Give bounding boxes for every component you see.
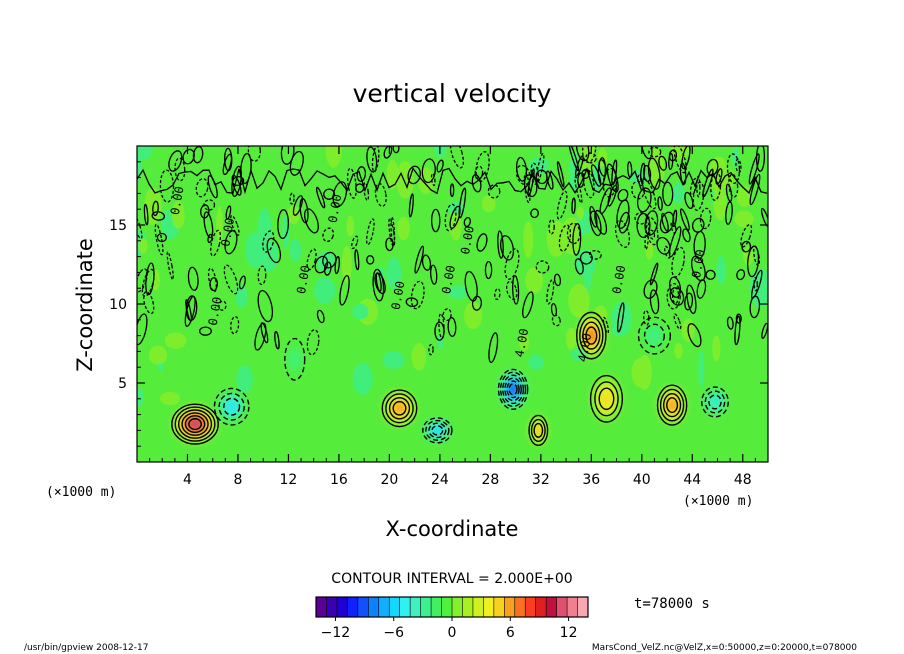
x-tick-label: 4 [183,472,192,488]
x-tick-label: 24 [431,472,449,488]
footer-left: /usr/bin/gpview 2008-12-17 [24,643,148,653]
contour-cell-1 [171,403,219,445]
velocity-cell-4 [423,418,452,443]
x-tick-label: 48 [734,472,752,488]
colorbar-swatch [357,597,369,617]
contour-label: 0.00 [326,193,345,224]
contour-label: 0.00 [439,264,458,295]
contour-label: 4.00 [575,332,594,363]
velocity-cell-9 [658,386,686,425]
colorbar-tick-label: 0 [448,625,457,641]
colorbar-swatch [483,597,495,617]
y-tick-label: 10 [109,297,127,313]
chart-title: vertical velocity [353,79,552,108]
colorbar-swatch [514,597,526,617]
velocity-cell-2 [215,389,249,425]
contour-cell-6 [528,414,549,447]
colorbar-tick-label: 12 [560,625,578,641]
y-tick-label: 15 [109,218,127,234]
colorbar-swatch [410,597,422,617]
contour-label: 0.00 [689,248,708,279]
contour-labels: 0.000.000.000.000.000.000.000.000.000.00… [168,185,708,363]
colorbar-swatch [347,597,359,617]
contour-cell-2 [213,387,250,426]
colorbar-swatch [326,597,338,617]
x-tick-label: 12 [280,472,298,488]
contour-label: 0.00 [168,185,187,216]
y-tick-label: 5 [118,376,127,392]
x-tick-label: 16 [330,472,348,488]
noise-boundary [137,167,768,195]
colorbar-swatch [462,597,474,617]
footer-right: MarsCond_VelZ.nc@VelZ,x=0:50000,z=0:2000… [592,643,857,653]
contour-label: 0.00 [218,217,237,248]
colorbar-swatch [567,597,579,617]
colorbar-swatch [577,597,589,617]
colorbar-swatch [546,597,558,617]
noise-fill [137,146,768,407]
colorbar-tick-label: −12 [321,625,351,641]
x-axis-ticks: 4 8 12 16 20 24 28 32 36 40 44 48 [149,146,756,488]
colorbar-swatch [336,597,348,617]
colorbar-swatch [368,597,380,617]
colorbar-swatch [504,597,516,617]
contour-cell-4 [422,417,453,444]
x-tick-label: 20 [380,472,398,488]
x-unit-label-left: (×1000 m) [46,485,116,500]
x-tick-label: 36 [582,472,600,488]
velocity-cell-12 [285,339,305,380]
contour-label: 4.00 [512,327,531,358]
velocity-cell-11 [639,318,670,353]
colorbar-tick-label: 6 [506,625,515,641]
contour-label: 0.00 [389,280,408,311]
x-tick-label: 44 [683,472,701,488]
contour-label: 0.00 [610,264,629,295]
contour-label: 0.00 [458,225,477,256]
y-axis-label: Z-coordinate [73,238,97,372]
y-axis-ticks: 5 10 15 [109,161,768,447]
contour-cell-9 [656,384,688,426]
contour-noise [137,146,768,407]
x-axis-label: X-coordinate [386,517,519,541]
velocity-cell-8 [591,376,622,421]
contour-lines [171,311,729,447]
colorbar-swatch [493,597,505,617]
contour-cell-12 [284,337,306,381]
colorbar-swatch [420,597,432,617]
x-tick-label: 32 [532,472,550,488]
colorbar-tick-label: −6 [383,625,404,641]
x-tick-label: 8 [233,472,242,488]
velocity-cell-1 [172,405,218,444]
x-unit-label-right: (×1000 m) [683,494,753,509]
contour-label: 0.00 [206,296,225,327]
contour-cell-5 [497,368,529,410]
contour-label: 0.00 [294,264,313,295]
x-tick-label: 28 [481,472,499,488]
contour-cell-3 [381,389,418,428]
contour-cell-8 [589,374,624,423]
colorbar-swatch [472,597,484,617]
colorbar-swatch [556,597,568,617]
x-tick-label: 40 [633,472,651,488]
colorbar-swatch [378,597,390,617]
colorbar-swatch [525,597,537,617]
contour-cell-11 [637,316,672,355]
colorbar-swatch [389,597,401,617]
time-label: t=78000 s [634,596,710,612]
noise-contours [137,146,768,364]
colorbar-swatch [535,597,547,617]
colorbar-swatch [431,597,443,617]
velocity-cell-3 [383,390,416,426]
colorbar [315,596,589,618]
contour-cell-10 [701,386,729,418]
colorbar-swatch [452,597,463,617]
colorbar-ticks: −12 −6 0 6 12 [321,617,578,641]
colorbar-swatch [316,597,327,617]
contour-cell-7 [576,311,607,360]
plot-area: 0.000.000.000.000.000.000.000.000.000.00… [109,145,769,488]
colorbar-swatch [399,597,411,617]
colorbar-swatch [441,597,453,617]
contour-interval-label: CONTOUR INTERVAL = 2.000E+00 [331,571,572,587]
